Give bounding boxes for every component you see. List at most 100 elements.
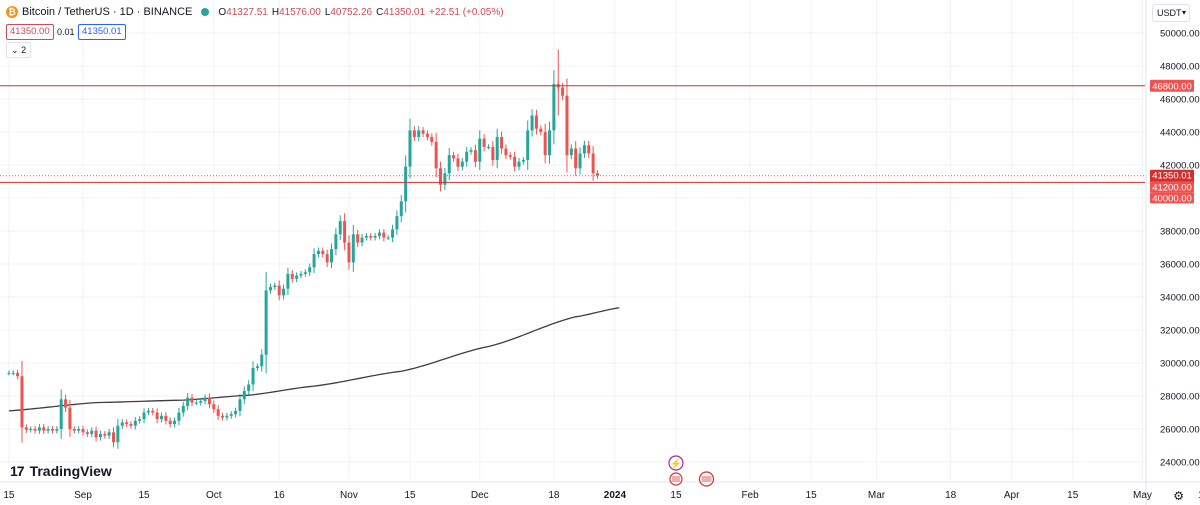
symbol-title[interactable]: Bitcoin / TetherUS · 1D · BINANCE <box>22 6 193 18</box>
candle <box>268 287 272 291</box>
candle <box>199 400 203 403</box>
candle <box>482 138 486 147</box>
candle <box>81 429 85 433</box>
candle <box>478 138 482 162</box>
ohlc-close: C41350.01 <box>376 6 426 18</box>
candle <box>439 168 443 185</box>
bitcoin-icon: ₿ <box>6 6 18 18</box>
last-price-label: 41350.01 <box>1152 171 1192 182</box>
candle <box>46 429 50 431</box>
candle <box>120 422 124 426</box>
candle <box>29 429 33 430</box>
candle <box>486 146 490 148</box>
level-label-46800: 46800.00 <box>1152 81 1192 92</box>
x-tick-label: Feb <box>741 490 759 501</box>
candle <box>242 391 246 400</box>
candle <box>513 156 517 167</box>
y-tick-label: 36000.00 <box>1160 260 1200 271</box>
candle <box>107 432 111 436</box>
x-tick-label: 15 <box>1067 490 1079 501</box>
moving-average-line <box>8 307 620 412</box>
ohlc-high: H41576.00 <box>271 6 321 18</box>
candle <box>565 95 569 156</box>
chevron-down-icon: ▾ <box>1181 8 1186 17</box>
candle <box>151 410 155 413</box>
tradingview-logo[interactable]: 17 TradingView <box>10 463 112 479</box>
candle <box>308 267 312 273</box>
level-label-40000: 40000.00 <box>1152 193 1192 204</box>
y-tick-label: 44000.00 <box>1160 128 1200 139</box>
y-tick-label: 50000.00 <box>1160 29 1200 40</box>
candle <box>164 415 168 421</box>
x-tick-label: 15 <box>670 490 682 501</box>
candle <box>112 432 116 443</box>
candle <box>452 155 456 159</box>
indicators-toggle[interactable]: ⌄ 2 <box>6 42 32 58</box>
candle <box>391 229 395 238</box>
candle <box>216 409 220 416</box>
candle <box>190 397 194 403</box>
x-tick-label: Apr <box>1004 490 1020 501</box>
candle <box>504 148 508 156</box>
candle <box>495 136 499 161</box>
candle <box>116 425 120 443</box>
candle <box>465 151 469 162</box>
candle <box>155 412 159 420</box>
candle <box>186 397 190 406</box>
candle <box>177 412 181 421</box>
buy-button[interactable]: 41350.01 <box>78 24 126 40</box>
candle <box>369 235 373 238</box>
candle <box>142 412 146 420</box>
y-tick-label: 28000.00 <box>1160 392 1200 403</box>
currency-select[interactable]: USDT ▾ <box>1152 4 1190 22</box>
candle <box>578 153 582 169</box>
candle <box>77 429 81 431</box>
x-tick-label: 15 <box>1198 490 1200 501</box>
candle <box>591 153 595 174</box>
candle <box>11 372 15 374</box>
candle <box>343 221 347 243</box>
market-open-indicator <box>201 8 210 16</box>
candle <box>377 232 381 236</box>
sell-button[interactable]: 41350.00 <box>6 24 54 40</box>
lightning-event-icon <box>668 455 684 471</box>
candle <box>491 146 495 161</box>
candle <box>90 430 94 434</box>
x-tick-label: Mar <box>868 490 886 501</box>
candle <box>55 429 59 431</box>
candle <box>443 173 447 185</box>
candle <box>37 427 41 431</box>
candle <box>286 273 290 289</box>
candle <box>42 427 46 431</box>
spread-value: 0.01 <box>57 27 75 37</box>
gear-icon[interactable]: ⚙ <box>1173 489 1184 503</box>
x-tick-label: 18 <box>945 490 957 501</box>
candle <box>133 420 137 426</box>
candle <box>351 234 355 263</box>
candle <box>539 128 543 132</box>
y-tick-label: 30000.00 <box>1160 359 1200 370</box>
candle <box>430 136 434 142</box>
candle <box>303 272 307 274</box>
candle <box>203 397 207 401</box>
candle <box>295 275 299 279</box>
y-tick-label: 46000.00 <box>1160 95 1200 106</box>
candle <box>517 161 521 167</box>
candle <box>347 242 351 263</box>
candle <box>530 115 534 131</box>
candle <box>238 399 242 411</box>
level-label-41200-bg <box>1150 181 1194 193</box>
candle <box>282 288 286 296</box>
price-change: +22.51 (+0.05%) <box>429 6 504 18</box>
candle <box>412 130 416 137</box>
candle <box>552 84 556 131</box>
x-tick-label: 2024 <box>604 490 627 501</box>
candle <box>447 155 451 174</box>
x-tick-label: 15 <box>806 490 818 501</box>
candle <box>582 145 586 154</box>
candle <box>421 130 425 134</box>
y-tick-label: 24000.00 <box>1160 458 1200 469</box>
candle <box>508 155 512 157</box>
candle <box>173 420 177 425</box>
